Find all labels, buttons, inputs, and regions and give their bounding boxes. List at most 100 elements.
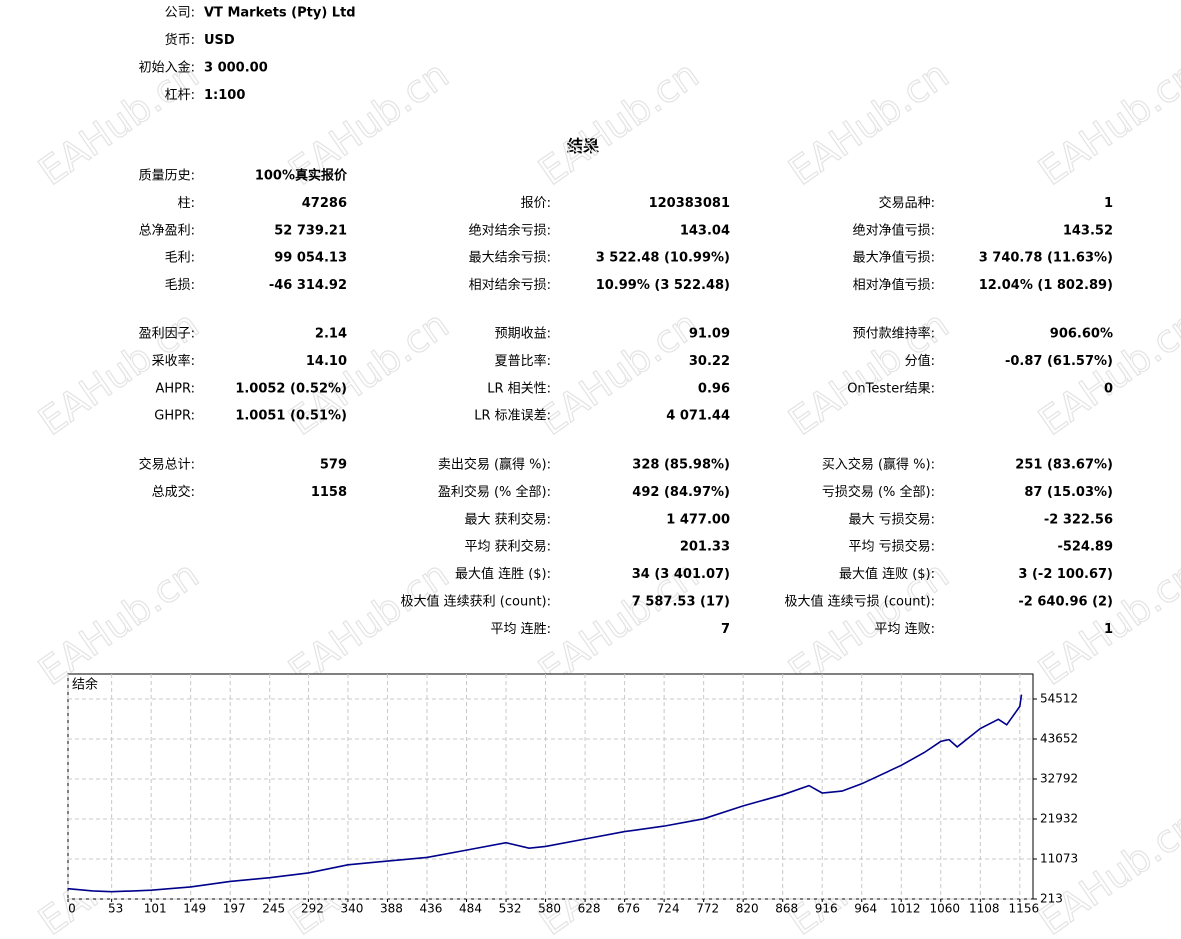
stat-value: 201.33	[680, 540, 730, 555]
stat-label: 相对净值亏损:	[853, 277, 935, 293]
stat-label: 亏损交易 (% 全部):	[822, 484, 935, 500]
stat-label: 绝对净值亏损:	[853, 222, 935, 238]
stat-value: 7	[721, 622, 730, 637]
field-label: 初始入金:	[139, 60, 195, 76]
stat-value: 1.0052 (0.52%)	[235, 381, 347, 396]
watermark: EAHub.cn	[1031, 52, 1181, 193]
plot-area	[67, 673, 1034, 900]
stat-value: 1.0051 (0.51%)	[235, 409, 347, 424]
x-tick-label: 1012	[890, 902, 921, 916]
x-tick-label: 53	[108, 902, 123, 916]
stat-label: 分值:	[905, 353, 935, 369]
stat-label: 交易总计:	[139, 457, 195, 473]
stat-label: 最大值 连胜 ($):	[455, 566, 551, 582]
x-tick-label: 436	[420, 902, 443, 916]
x-tick-label: 101	[144, 902, 167, 916]
y-tick-label: 54512	[1040, 692, 1078, 706]
stat-label: 最大结余亏损:	[469, 250, 551, 266]
stat-label: 报价:	[521, 196, 551, 211]
stat-label: 平均 亏损交易:	[848, 539, 935, 555]
x-tick-label: 580	[538, 902, 561, 916]
stat-label: 交易品种:	[879, 195, 935, 211]
stat-value: 30.22	[689, 354, 730, 369]
stat-value: 120383081	[649, 196, 730, 211]
watermark: EAHub.cn	[281, 552, 457, 693]
x-tick-label: 628	[578, 902, 601, 916]
stat-value: -46 314.92	[269, 278, 347, 293]
stat-value: -2 640.96 (2)	[1018, 595, 1113, 610]
stat-label: 极大值 连续获利 (count):	[401, 594, 551, 610]
x-tick-label: 484	[459, 902, 482, 916]
balance-line	[67, 694, 1023, 893]
stat-value: 91.09	[689, 327, 730, 342]
field-value: 1:100	[204, 88, 245, 103]
stat-label: 平均 获利交易:	[464, 539, 551, 555]
field-value: 3 000.00	[204, 61, 268, 76]
stat-value: 1158	[311, 485, 347, 500]
stat-label: GHPR:	[154, 409, 195, 424]
stat-value: 1	[1104, 196, 1113, 211]
stat-label: 最大 获利交易:	[464, 511, 551, 527]
x-tick-label: 532	[499, 902, 522, 916]
field-value: USD	[204, 33, 235, 48]
stat-value: 3 740.78 (11.63%)	[979, 251, 1113, 266]
x-tick-label: 292	[301, 902, 324, 916]
stat-value: -524.89	[1057, 540, 1113, 555]
x-tick-label: 676	[617, 902, 640, 916]
field-value: VT Markets (Pty) Ltd	[204, 6, 356, 21]
stat-label: AHPR:	[155, 381, 195, 396]
stat-value: 3 (-2 100.67)	[1018, 567, 1113, 582]
stat-label: LR 标准误差:	[474, 409, 551, 424]
x-tick-label: 1108	[969, 902, 1000, 916]
x-tick-label: 1156	[1009, 902, 1040, 916]
stat-label: 预期收益:	[495, 327, 551, 342]
y-tick-label: 213	[1040, 892, 1063, 906]
stat-value: 0.96	[698, 381, 730, 396]
stat-value: 4 071.44	[666, 409, 730, 424]
stat-label: 平均 连胜:	[490, 621, 551, 637]
stat-value: 492 (84.97%)	[632, 485, 730, 500]
stat-value: 47286	[302, 196, 347, 211]
x-tick-label: 724	[657, 902, 680, 916]
stat-label: 采收率:	[152, 353, 195, 369]
stat-label: OnTester结果:	[847, 381, 935, 396]
stat-label: 最大净值亏损:	[853, 250, 935, 266]
watermark: EAHub.cn	[31, 552, 207, 693]
stat-label: 毛利:	[165, 251, 195, 266]
x-tick-label: 340	[340, 902, 363, 916]
watermark: EAHub.cn	[1031, 302, 1181, 443]
stat-value: 143.52	[1063, 223, 1113, 238]
results-title: 结果	[566, 137, 599, 156]
x-tick-label: 197	[223, 902, 246, 916]
stat-value: 906.60%	[1050, 327, 1113, 342]
x-tick-label: 1060	[930, 902, 961, 916]
stat-value: 34 (3 401.07)	[632, 567, 730, 582]
y-tick-label: 32792	[1040, 772, 1078, 786]
y-tick-label: 21932	[1040, 812, 1078, 826]
series-label: 结余	[72, 677, 98, 693]
stat-label: 柱:	[178, 196, 195, 211]
stat-value: 7 587.53 (17)	[632, 595, 730, 610]
stat-value: 251 (83.67%)	[1015, 458, 1113, 473]
stat-value: 3 522.48 (10.99%)	[596, 251, 730, 266]
stat-label: 绝对结余亏损:	[469, 222, 551, 238]
field-label: 杠杆:	[165, 87, 195, 103]
stat-value: 0	[1104, 381, 1113, 396]
x-tick-label: 964	[854, 902, 877, 916]
stat-label: 最大值 连败 ($):	[839, 566, 935, 582]
stat-value: 143.04	[680, 223, 730, 238]
stat-value: 328 (85.98%)	[632, 458, 730, 473]
stat-label: 最大 亏损交易:	[848, 511, 935, 527]
stat-label: 质量历史:	[139, 169, 195, 184]
y-tick-label: 11073	[1040, 851, 1078, 865]
stat-value: 52 739.21	[274, 223, 347, 238]
stat-label: 夏普比率:	[495, 353, 551, 369]
stat-value: 1	[1104, 622, 1113, 637]
stat-value: 87 (15.03%)	[1024, 485, 1113, 500]
watermark: EAHub.cn	[781, 52, 957, 193]
stat-value: 10.99% (3 522.48)	[596, 278, 730, 293]
stat-value: 579	[320, 458, 347, 473]
x-tick-label: 916	[815, 902, 838, 916]
x-tick-label: 0	[68, 902, 76, 916]
